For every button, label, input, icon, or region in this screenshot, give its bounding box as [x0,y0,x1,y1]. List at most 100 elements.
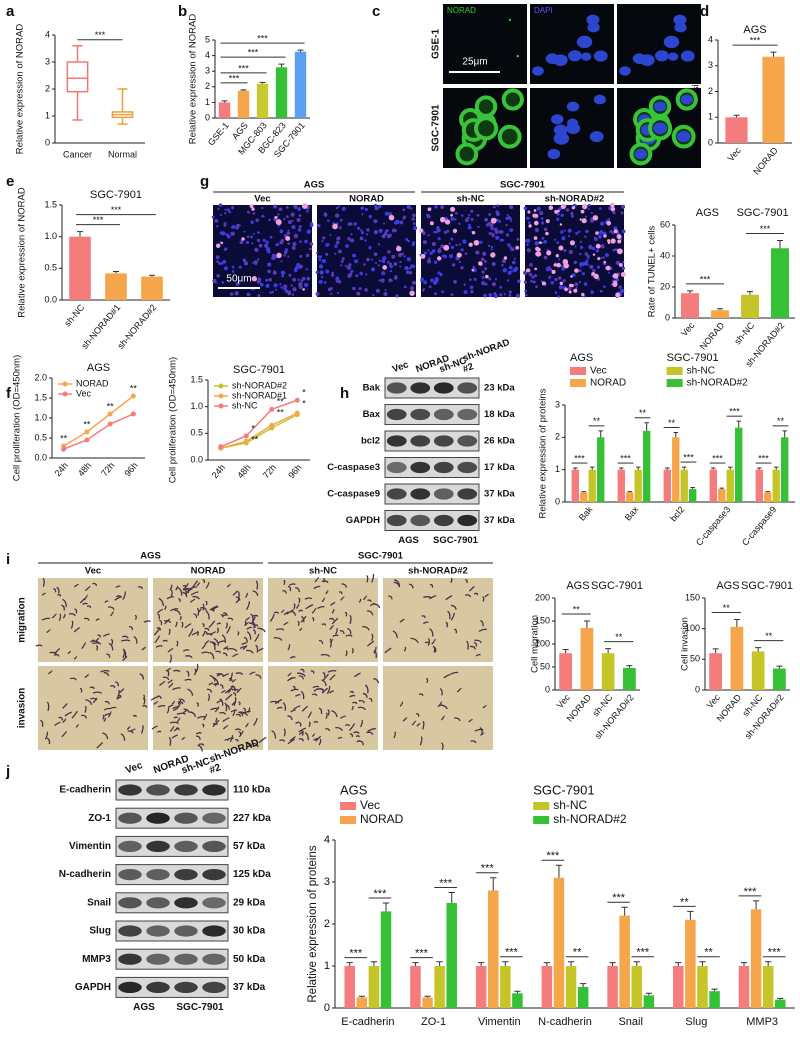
y-tick-label: 4 [205,50,210,60]
cell [89,639,95,643]
y-tick-label: 2 [555,432,560,442]
cell [283,579,286,586]
cell [102,633,111,637]
nucleus [306,210,309,213]
column-label: Vec [254,194,270,205]
nucleus [622,261,625,264]
cell [53,588,57,593]
nucleus [556,217,560,221]
nucleus [501,263,504,267]
nucleus [499,293,503,297]
point [218,444,224,450]
nucleus [596,265,601,269]
cell [181,621,184,628]
line [220,399,298,448]
blot-strip [384,404,480,425]
blot-strip [384,430,480,452]
tunel-cell [553,263,557,267]
nucleus [296,217,301,223]
tunel-cell [276,252,282,259]
cell [392,630,398,639]
nucleus [612,248,616,252]
tunel-cell [450,206,456,212]
nucleus [513,257,516,260]
nucleus [280,238,285,243]
lane-label: Vec [391,359,410,375]
cell [127,730,134,734]
bar [500,966,511,1008]
cell [482,705,487,709]
nucleus [360,206,365,210]
cell [318,639,324,645]
x-tick-label: Vimentin [478,1016,521,1028]
cell [140,724,144,734]
nucleus [433,282,436,285]
bar [663,469,671,502]
nucleus [614,248,618,252]
nucleus [590,290,594,294]
band [146,953,170,965]
column-label: sh-NC [309,566,337,577]
error-bar [221,100,228,103]
cell [75,723,79,728]
cell [205,610,210,620]
tunel-cell [556,262,561,268]
tunel-cell [537,248,541,252]
tunel-cell [471,230,476,235]
cell [169,654,172,663]
cell [439,687,443,696]
cell [322,672,326,678]
error-bar [717,308,723,311]
cell [331,608,335,614]
tunel-cell [620,271,626,278]
cell [366,574,369,583]
tunel-cell [468,242,473,247]
nucleus [509,217,512,220]
y-tick-label: 3 [708,60,713,70]
cell [177,701,184,705]
y-axis-label: Cell proliferation (OD=450nm) [12,355,23,481]
nucleus [570,211,574,216]
significance-label: * [302,399,306,409]
nucleus [306,229,311,234]
line [63,413,134,450]
x-tick-label: 96h [286,462,303,480]
cell [198,608,202,613]
error-bar [424,995,431,998]
nucleus [593,94,606,105]
point [107,411,113,417]
nucleus [347,273,352,279]
cell [58,613,62,621]
cell [164,605,167,610]
nucleus [273,270,276,273]
y-tick-label: 4 [324,834,330,846]
bar [571,469,579,502]
cell [166,706,170,714]
cell [248,622,256,628]
cell [203,713,208,721]
tunel-cell [580,209,585,214]
band [386,435,407,447]
nucleus [291,219,294,222]
nucleus [297,278,300,282]
tunel-cell [490,252,496,258]
bar [773,668,786,690]
significance-label: ** [723,603,731,613]
cell [231,685,236,692]
legend-label: sh-NC [687,366,715,377]
panel-label: b [178,3,187,20]
nucleus [243,261,249,266]
nucleus [285,206,289,209]
cell [222,612,228,616]
nucleus [491,232,494,236]
tunel-cell [595,231,599,235]
nucleus [221,280,225,284]
band [386,408,407,421]
cell [96,742,104,749]
significance-label: *** [349,948,363,960]
nucleus [589,131,604,143]
error-bar [774,466,779,470]
cell [484,593,490,598]
bar [487,890,499,1008]
band [433,382,454,394]
